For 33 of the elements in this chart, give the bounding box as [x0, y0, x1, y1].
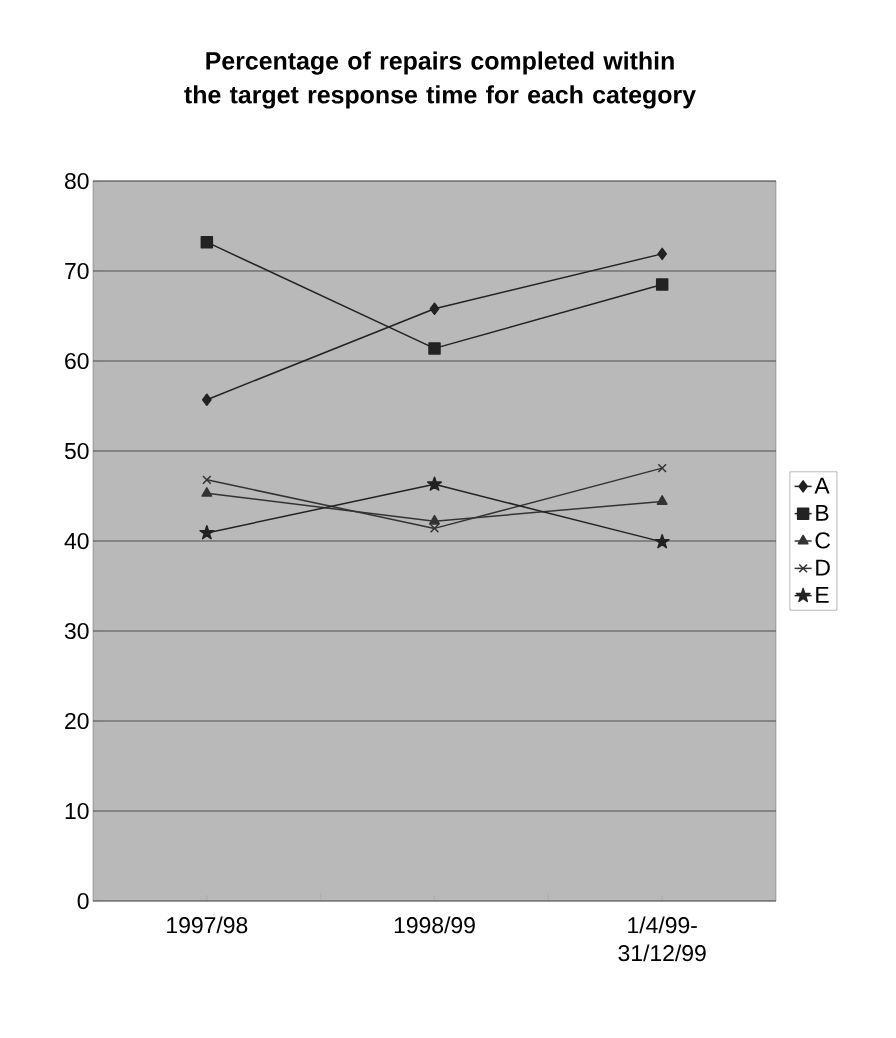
- point: [426, 476, 443, 491]
- y-tick-label: 80: [64, 172, 89, 190]
- point: [657, 247, 668, 261]
- point: [428, 514, 441, 525]
- y-tick-label: 60: [65, 352, 89, 370]
- y-tick-label: 50: [64, 442, 89, 460]
- chart-title: Percentage of repairs completed within the target response time for each category: [184, 51, 696, 109]
- y-tick-label: 30: [64, 622, 89, 640]
- legend-label: A: [814, 477, 830, 494]
- point: [201, 393, 212, 406]
- y-tick-label: 40: [64, 532, 89, 550]
- point: [199, 525, 215, 540]
- point: [202, 475, 212, 485]
- point: [429, 302, 440, 316]
- x-tick-label: 1/4/99-31/12/99: [618, 916, 706, 962]
- point: [656, 495, 668, 505]
- x-tick-label: 1997/98: [167, 916, 248, 934]
- point: [429, 523, 440, 534]
- legend-label: E: [816, 586, 829, 603]
- point: [657, 463, 667, 473]
- point: [654, 534, 670, 549]
- point: [200, 235, 214, 249]
- y-tick-label: 70: [65, 262, 89, 280]
- y-tick-label: 0: [77, 892, 89, 910]
- legend-label: B: [816, 505, 829, 521]
- point: [201, 487, 213, 497]
- y-tick-label: 10: [65, 802, 89, 820]
- point: [655, 278, 669, 291]
- x-tick-label: 1998/99: [394, 916, 475, 934]
- legend-label: C: [815, 532, 831, 549]
- legend-label: D: [816, 559, 830, 576]
- point: [428, 342, 441, 355]
- y-tick-label: 20: [65, 712, 89, 730]
